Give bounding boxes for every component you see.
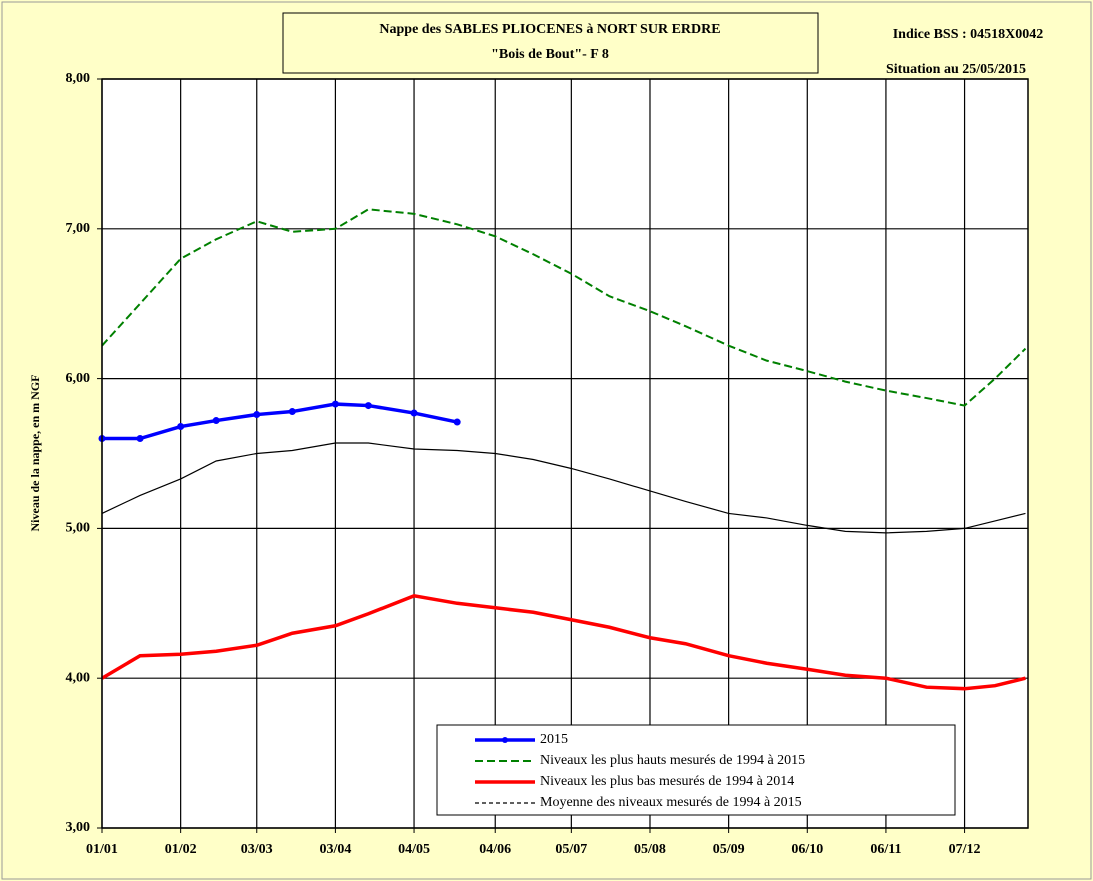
series-line: [102, 402, 458, 441]
annotation: Situation au 25/05/2015: [886, 62, 1026, 77]
title-box: [282, 12, 819, 74]
annotation: Indice BSS : 04518X0042: [893, 27, 1044, 42]
y-axis-label: Niveau de la nappe, en m NGF: [28, 374, 42, 531]
x-tick-label: 04/05: [398, 842, 430, 857]
legend-label: 2015: [540, 732, 568, 747]
x-tick-label: 03/03: [241, 842, 273, 857]
y-tick-label: 4,00: [66, 670, 91, 685]
plot-area: [102, 79, 1028, 828]
marker: [288, 408, 296, 416]
x-tick-label: 01/01: [86, 842, 118, 857]
series-lines: [98, 208, 1027, 691]
x-tick-label: 05/08: [634, 842, 666, 857]
chart-subtitle: "Bois de Bout"- F 8: [491, 47, 609, 62]
marker: [136, 435, 144, 443]
x-tick-label: 06/10: [791, 842, 823, 857]
marker: [364, 402, 372, 410]
series-line: [101, 594, 1026, 691]
x-tick-label: 04/06: [479, 842, 511, 857]
legend-entries: 2015 Niveaux les plus hauts mesurés de 19…: [475, 732, 805, 810]
legend-label: Moyenne des niveaux mesurés de 1994 à 20…: [540, 795, 802, 810]
y-tick-label: 5,00: [66, 521, 91, 536]
marker: [253, 411, 261, 419]
legend-label: Niveaux les plus hauts mesurés de 1994 à…: [540, 753, 805, 768]
chart-title: Nappe des SABLES PLIOCENES à NORT SUR ER…: [379, 22, 720, 37]
y-tick-label: 6,00: [66, 371, 91, 386]
y-tick-label: 8,00: [66, 71, 91, 86]
legend-marker: [502, 737, 508, 743]
grid: [97, 78, 1028, 833]
y-tick-label: 3,00: [66, 820, 91, 835]
marker: [212, 417, 220, 425]
marker: [331, 400, 339, 408]
x-tick-label: 05/07: [555, 842, 587, 857]
x-tick-label: 07/12: [949, 842, 981, 857]
marker: [177, 423, 185, 431]
x-tick-label: 03/04: [319, 842, 351, 857]
series-line: [101, 208, 1027, 407]
plot-border: [101, 78, 1029, 829]
y-tick-label: 7,00: [66, 221, 91, 236]
marker: [410, 409, 418, 417]
series-line: [101, 442, 1026, 534]
x-tick-label: 01/02: [165, 842, 197, 857]
marker: [453, 418, 461, 426]
legend-label: Niveaux les plus bas mesurés de 1994 à 2…: [540, 774, 794, 789]
x-tick-label: 05/09: [713, 842, 745, 857]
x-tick-label: 06/11: [870, 842, 901, 857]
